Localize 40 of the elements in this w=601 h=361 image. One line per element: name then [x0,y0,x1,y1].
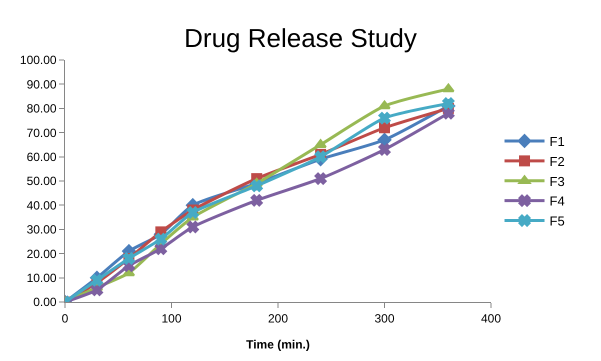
point [378,133,392,147]
point [186,206,199,219]
point [442,97,454,110]
y-tick-label: 40.00 [26,198,57,212]
point [154,242,167,255]
y-tick-label: 100.00 [20,53,57,68]
point [250,194,263,206]
x-axis-title: Time (min.) [246,337,310,352]
y-tick-label: 30.00 [26,222,57,237]
y-tick-label: 70.00 [26,126,57,140]
y-tick-label: 90.00 [26,77,57,92]
legend-label: F1 [550,134,565,150]
point [314,172,327,185]
legend-label: F2 [550,154,565,169]
point [154,232,167,246]
x-tick-label: 100 [161,311,182,326]
chart-title: Drug Release Study [184,23,417,54]
y-tick-label: 20.00 [26,246,57,261]
legend-label: F3 [550,174,565,189]
y-tick-label: 50.00 [26,174,57,188]
y-tick-label: 10.00 [26,271,57,285]
x-tick-label: 400 [480,311,502,326]
x-tick-label: 200 [268,311,288,326]
point [378,100,391,110]
x-tick-label: 0 [62,311,69,326]
point [186,220,199,234]
x-tick-label: 300 [374,311,395,326]
y-tick-label: 60.00 [26,150,57,164]
point [442,107,454,120]
point [379,122,390,134]
legend-label: F5 [550,214,565,229]
point [90,284,104,296]
point [378,143,391,156]
point [378,112,391,124]
point [90,274,104,286]
legend-label: F4 [550,194,565,209]
y-tick-label: 0.00 [33,295,57,310]
point [250,180,263,192]
point [314,150,327,163]
y-tick-label: 80.00 [26,102,57,116]
